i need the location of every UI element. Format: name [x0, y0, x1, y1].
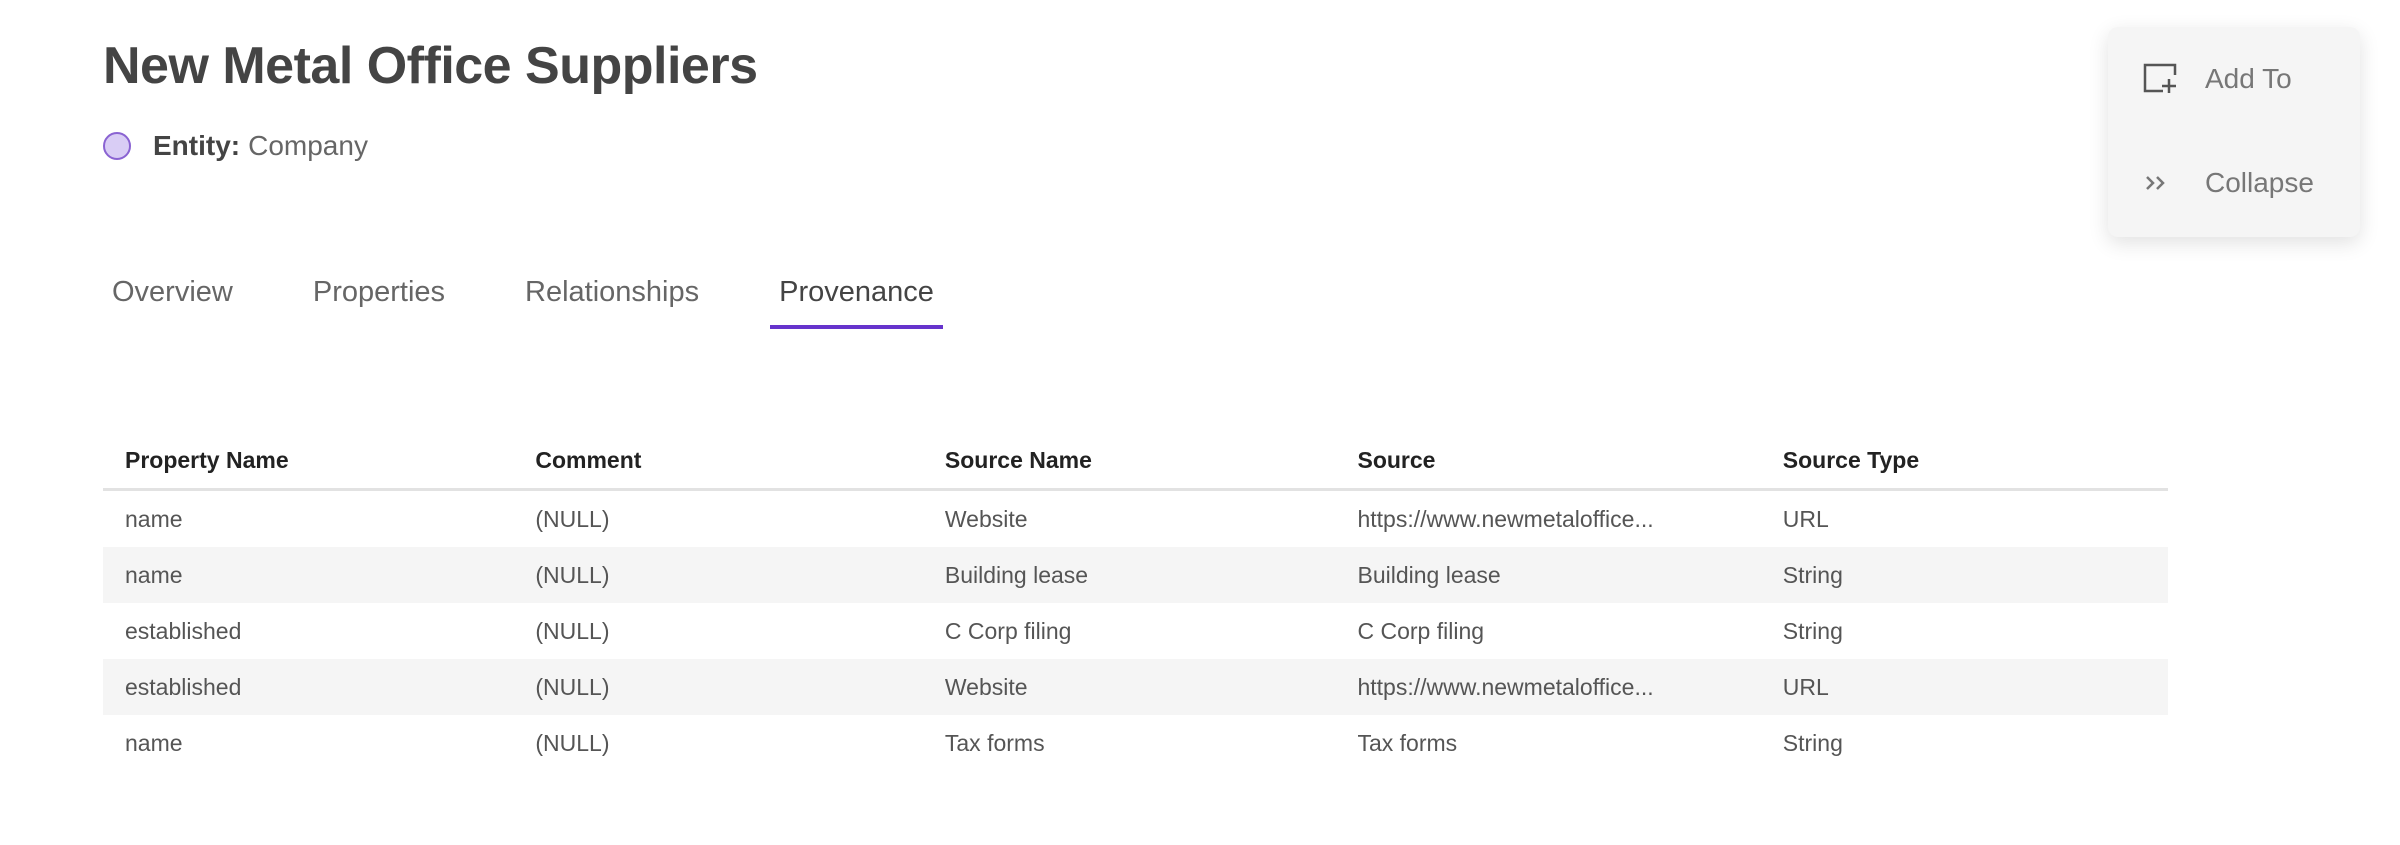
- tab-provenance[interactable]: Provenance: [770, 276, 943, 329]
- property-name-cell: established: [103, 659, 514, 715]
- comment-cell: (NULL): [535, 729, 610, 756]
- add-to-label: Add To: [2205, 63, 2292, 94]
- property-name-cell: name: [125, 505, 183, 532]
- column-header-source-type[interactable]: Source Type: [1760, 432, 2168, 491]
- table-row[interactable]: name (NULL) Website https://www.newmetaloff…: [103, 490, 2168, 548]
- source-cell: https://www.newmetaloffice...: [1357, 505, 1654, 532]
- column-header-property-name[interactable]: Property Name: [103, 432, 514, 491]
- source-cell: Building lease: [1335, 547, 1761, 603]
- source-type-cell: String: [1782, 729, 1843, 756]
- comment-cell: (NULL): [535, 617, 610, 644]
- action-panel: Add To Collapse: [2108, 27, 2360, 237]
- property-name-cell: established: [125, 617, 242, 644]
- tab-overview[interactable]: Overview: [112, 276, 233, 308]
- entity-value: Company: [248, 130, 368, 161]
- comment-cell: (NULL): [535, 505, 610, 532]
- source-name-cell: C Corp filing: [944, 617, 1072, 644]
- entity-type: Entity: Company: [103, 130, 368, 162]
- property-name-cell: name: [125, 729, 183, 756]
- comment-cell: (NULL): [513, 659, 923, 715]
- table-row[interactable]: name (NULL) Building lease Building lease St…: [103, 547, 2168, 603]
- source-type-cell: URL: [1760, 659, 2168, 715]
- table-row[interactable]: established (NULL) Website https://www.newm…: [103, 659, 2168, 715]
- provenance-table: Property Name Comment Source Name Source…: [103, 432, 2168, 771]
- tab-bar: Overview Properties Relationships Proven…: [103, 276, 1005, 329]
- source-cell: https://www.newmetaloffice...: [1335, 659, 1761, 715]
- collapse-button[interactable]: Collapse: [2143, 167, 2314, 199]
- source-type-cell: String: [1782, 617, 1843, 644]
- double-chevron-right-icon: [2143, 173, 2183, 193]
- collapse-label: Collapse: [2205, 167, 2314, 198]
- column-header-comment[interactable]: Comment: [513, 432, 923, 491]
- table-header-row: Property Name Comment Source Name Source…: [103, 432, 2168, 491]
- source-name-cell: Tax forms: [944, 729, 1045, 756]
- table-row[interactable]: name (NULL) Tax forms Tax forms String: [103, 715, 2168, 771]
- source-type-cell: String: [1760, 547, 2168, 603]
- property-name-cell: name: [103, 547, 514, 603]
- column-header-source[interactable]: Source: [1335, 432, 1761, 491]
- source-name-cell: Building lease: [922, 547, 1336, 603]
- source-name-cell: Website: [944, 505, 1028, 532]
- add-to-collection-icon: [2143, 63, 2183, 95]
- source-cell: Tax forms: [1357, 729, 1458, 756]
- comment-cell: (NULL): [513, 547, 923, 603]
- source-name-cell: Website: [922, 659, 1336, 715]
- tab-properties[interactable]: Properties: [312, 276, 446, 308]
- table-row[interactable]: established (NULL) C Corp filing C Corp fil…: [103, 603, 2168, 659]
- source-type-cell: URL: [1782, 505, 1829, 532]
- page-title: New Metal Office Suppliers: [103, 37, 758, 95]
- entity-dot-icon: [103, 132, 131, 160]
- tab-relationships[interactable]: Relationships: [525, 276, 700, 308]
- column-header-source-name[interactable]: Source Name: [922, 432, 1336, 491]
- add-to-button[interactable]: Add To: [2143, 63, 2292, 95]
- entity-label: Entity:: [153, 130, 241, 161]
- source-cell: C Corp filing: [1357, 617, 1485, 644]
